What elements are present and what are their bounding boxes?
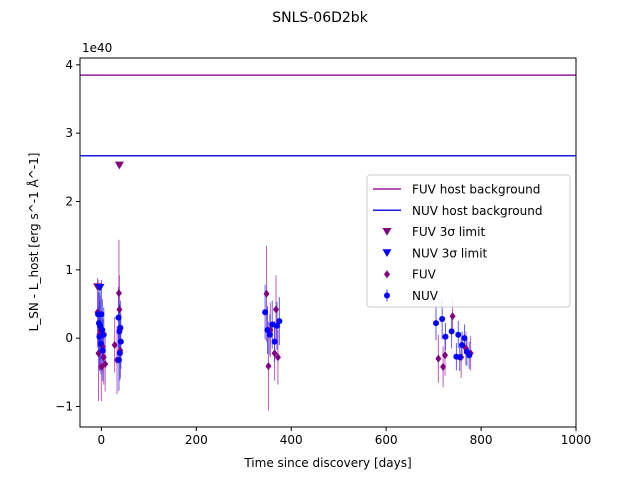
legend-label: NUV xyxy=(412,289,439,303)
nuv-point xyxy=(432,320,439,327)
legend-swatch xyxy=(384,270,390,279)
x-tick-label: 0 xyxy=(98,433,106,447)
x-tick-label: 600 xyxy=(375,433,398,447)
nuv-point xyxy=(117,324,124,331)
y-scale-offset-label: 1e40 xyxy=(82,41,112,55)
nuv-point xyxy=(448,328,455,335)
nuv-point xyxy=(266,331,273,338)
legend: FUV host background NUV host background FU… xyxy=(366,174,571,308)
legend-label: FUV host background xyxy=(412,183,540,197)
legend-nuv: NUV xyxy=(384,289,439,303)
nuv-point xyxy=(115,357,122,364)
x-axis-ticks: 0 200 400 600 800 1000 xyxy=(98,427,592,447)
fuv-point xyxy=(115,289,122,298)
legend-box xyxy=(366,174,571,308)
plot-frame xyxy=(79,57,577,428)
nuv-point xyxy=(262,309,269,316)
y-axis-ticks: −1 0 1 2 3 4 xyxy=(55,58,80,414)
nuv-point xyxy=(439,316,446,323)
legend-label: NUV host background xyxy=(412,204,542,218)
fuv-point xyxy=(116,305,123,314)
nuv-point xyxy=(455,331,462,338)
nuv-point xyxy=(276,318,283,325)
x-axis-label: Time since discovery [days] xyxy=(243,456,411,470)
nuv-point xyxy=(116,350,123,357)
legend-fuv-limit: FUV 3σ limit xyxy=(382,225,485,239)
fuv-point xyxy=(449,312,456,321)
y-tick-label: 2 xyxy=(65,195,73,209)
nuv-point xyxy=(459,342,466,348)
nuv-point xyxy=(98,311,105,318)
fuv-point xyxy=(271,349,278,358)
fuv-point xyxy=(273,305,280,314)
nuv-point xyxy=(461,335,468,342)
x-tick-label: 1000 xyxy=(561,433,592,447)
legend-swatch xyxy=(384,292,390,299)
legend-swatch xyxy=(382,249,392,257)
fuv-point xyxy=(102,360,109,369)
nuv-point xyxy=(466,352,473,359)
x-tick-label: 400 xyxy=(280,433,303,447)
legend-nuv-limit: NUV 3σ limit xyxy=(382,246,488,260)
nuv-limit-point xyxy=(95,284,105,292)
legend-nuv-host-background: NUV host background xyxy=(373,204,542,218)
y-tick-label: 4 xyxy=(65,58,73,72)
nuv-point xyxy=(117,338,124,345)
nuv-point xyxy=(273,322,280,329)
legend-fuv-host-background: FUV host background xyxy=(373,183,540,197)
nuv-point xyxy=(99,347,106,354)
host-background-lines xyxy=(80,74,576,157)
fuv-point xyxy=(265,362,272,371)
nuv-point xyxy=(269,321,276,328)
y-tick-label: 0 xyxy=(65,331,73,345)
nuv-point xyxy=(115,314,122,321)
legend-swatch xyxy=(382,228,392,236)
legend-label: FUV xyxy=(412,268,437,282)
fuv-point xyxy=(435,354,442,363)
data-markers xyxy=(93,161,474,371)
fuv-point xyxy=(440,362,447,371)
fuv-limit-point xyxy=(114,161,124,170)
nuv-point xyxy=(271,338,278,345)
chart-title: SNLS-06D2bk xyxy=(272,10,368,26)
fuv-point xyxy=(274,353,281,362)
fuv-point xyxy=(100,353,107,362)
nuv-point xyxy=(456,354,463,361)
nuv-point xyxy=(264,326,271,333)
y-tick-label: −1 xyxy=(55,400,73,414)
nuv-point xyxy=(99,326,106,333)
nuv-point xyxy=(442,333,449,340)
fuv-point xyxy=(441,351,448,360)
nuv-point xyxy=(97,340,104,347)
x-tick-label: 200 xyxy=(185,433,208,447)
y-axis-label: L_SN - L_host [erg s^-1 Å^-1] xyxy=(26,153,41,332)
fuv-point xyxy=(263,289,270,298)
y-tick-label: 3 xyxy=(65,126,73,140)
legend-label: FUV 3σ limit xyxy=(412,225,485,239)
plot-area xyxy=(80,74,576,411)
x-tick-label: 800 xyxy=(470,433,493,447)
legend-label: NUV 3σ limit xyxy=(412,246,488,260)
nuv-point xyxy=(100,331,107,338)
fuv-point xyxy=(111,341,118,349)
y-tick-label: 1 xyxy=(65,263,73,277)
legend-fuv: FUV xyxy=(384,268,437,282)
